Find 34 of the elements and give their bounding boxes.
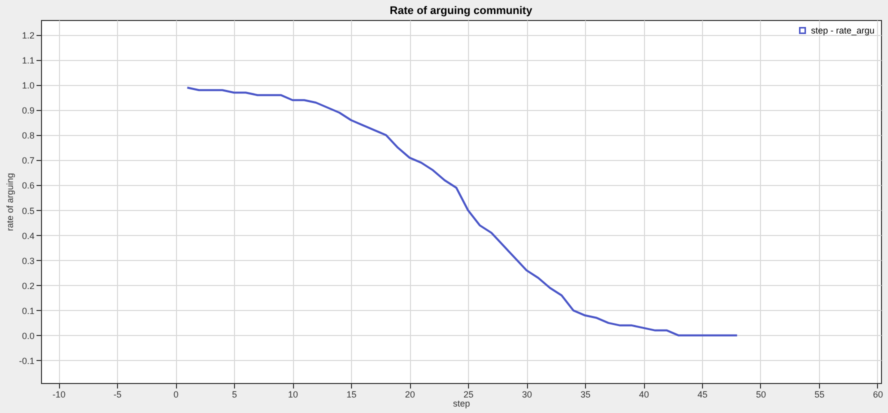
x-tick-label: -5 [114,390,122,400]
x-tick-label: 20 [405,390,416,400]
x-tick-label: 0 [174,390,179,400]
y-tick-label: 0.7 [22,156,34,166]
chart-title: Rate of arguing community [390,5,534,17]
y-tick-label: 0.5 [22,206,34,216]
x-tick-label: 5 [232,390,238,400]
x-tick-label: 10 [288,390,298,400]
x-tick-label: 30 [522,390,532,400]
x-tick-label: 35 [580,390,591,400]
y-tick-label: 0.0 [22,330,34,341]
y-tick-label: 1.1 [22,56,34,66]
x-tick-label: 25 [464,390,474,400]
x-axis-title: step [452,398,470,408]
y-axis-title: rate of arguing [4,172,15,232]
y-tick-label: 0.1 [22,306,34,316]
x-tick-label: 45 [697,390,708,400]
y-tick-label: 1.0 [22,80,34,91]
y-tick-label: 1.2 [22,30,34,41]
y-tick-label: 0.2 [22,280,34,291]
x-tick-label: 40 [639,390,650,400]
y-tick-label: -0.1 [18,356,34,366]
y-tick-label: 0.6 [22,180,34,191]
y-tick-label: 0.3 [22,256,34,266]
x-tick-label: 15 [346,390,357,400]
y-tick-label: 0.8 [22,130,34,141]
line-series [186,86,738,336]
x-tick-label: 60 [872,390,883,400]
legend-label: step - rate_argu [811,26,875,36]
x-tick-label: 50 [756,390,766,400]
y-tick-label: 0.9 [22,106,34,116]
x-tick-label: 55 [814,390,824,400]
y-tick-label: 0.4 [22,230,34,241]
x-tick-label: -10 [52,390,66,400]
